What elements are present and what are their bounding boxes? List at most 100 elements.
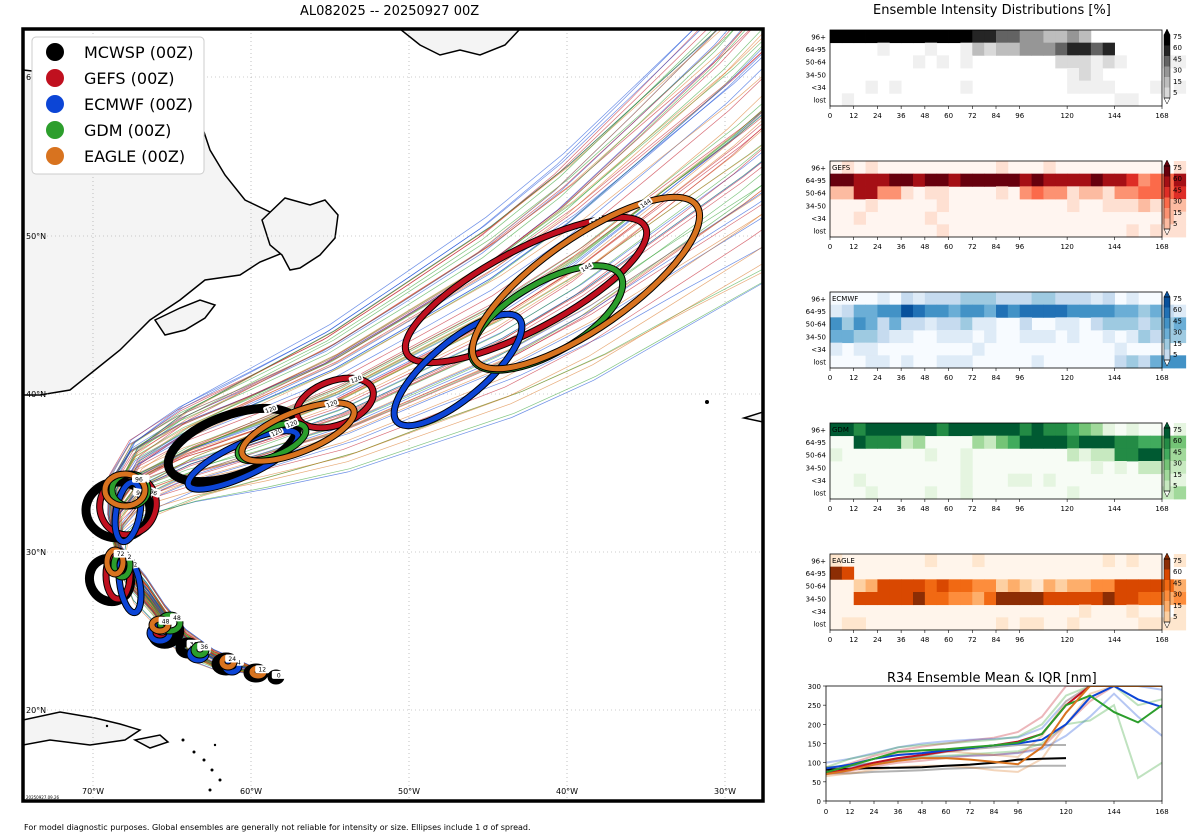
intensity-x-tick: 0	[828, 112, 832, 120]
heatmap-cell	[948, 304, 961, 318]
heatmap-cell	[1019, 292, 1032, 306]
heatmap-cell	[889, 80, 902, 94]
heatmap-cell	[1007, 42, 1021, 56]
r34-mean-line-gefs	[826, 686, 1162, 775]
heatmap-cell	[1138, 355, 1151, 369]
colorbar-step	[1164, 590, 1170, 602]
colorbar-step	[1164, 35, 1170, 46]
heatmap-cell	[1019, 579, 1032, 593]
heatmap-cell	[924, 448, 938, 462]
forecast-ellipse: 120	[238, 397, 358, 465]
heatmap-cell	[913, 435, 926, 449]
heatmap-cell	[853, 423, 866, 437]
heatmap-cell	[1067, 68, 1080, 82]
intensity-x-tick: 12	[849, 374, 858, 382]
ellipse-hour-label: 120	[270, 427, 284, 438]
heatmap-cell	[1138, 199, 1151, 213]
heatmap-cell	[901, 592, 914, 606]
ellipse-hour-label: 96	[135, 490, 144, 498]
heatmap-cell	[853, 186, 866, 200]
lon-label: 50°W	[398, 787, 420, 796]
colorbar-tick: 30	[1173, 329, 1182, 337]
colorbar-tick: 75	[1173, 557, 1182, 565]
heatmap-cell	[936, 173, 949, 187]
heatmap-cell	[1126, 304, 1139, 318]
heatmap-cell	[1043, 473, 1056, 487]
colorbar-step	[1164, 459, 1170, 471]
intensity-x-tick: 120	[1060, 374, 1073, 382]
panel-model-label: GEFS	[832, 164, 851, 172]
heatmap-cell	[996, 186, 1009, 200]
intensity-x-tick: 168	[1155, 243, 1168, 251]
colorbar-tick: 75	[1173, 295, 1182, 303]
heatmap-cell	[1043, 42, 1056, 56]
heatmap-cell	[1079, 30, 1092, 44]
r34-plot: 300 250 200 150 100 50 00 12 24 36 48 60 72 84 96 120 14…	[808, 683, 1169, 816]
colorbar-step	[1164, 218, 1170, 230]
intensity-y-label: 50-64	[806, 583, 827, 591]
heatmap-cell	[1102, 554, 1115, 568]
heatmap-cell	[889, 304, 902, 318]
heatmap-cell	[1114, 304, 1127, 318]
heatmap-cell	[1150, 304, 1163, 318]
heatmap-cell	[901, 186, 914, 200]
heatmap-cell	[936, 592, 949, 606]
heatmap-cell	[1067, 173, 1080, 187]
heatmap-cell	[1090, 55, 1104, 69]
intensity-x-tick: 60	[944, 112, 953, 120]
heatmap-cell	[996, 423, 1009, 437]
heatmap-cell	[1114, 317, 1127, 331]
heatmap-cell	[1090, 42, 1104, 56]
heatmap-cell	[1043, 435, 1056, 449]
lat-label: 30°N	[26, 548, 46, 557]
colorbar-step	[1164, 339, 1170, 350]
heatmap-cell	[1067, 199, 1080, 213]
heatmap-cell	[865, 304, 878, 318]
heatmap-cell	[1090, 80, 1104, 94]
heatmap-cell	[1173, 80, 1187, 94]
heatmap-cell	[1067, 448, 1080, 462]
r34-x-tick: 168	[1155, 808, 1168, 816]
heatmap-cell	[877, 292, 890, 306]
heatmap-cell	[1126, 604, 1139, 618]
heatmap-cell	[841, 173, 855, 187]
heatmap-cell	[1102, 55, 1115, 69]
heatmap-cell	[1067, 617, 1080, 631]
intensity-x-tick: 0	[828, 505, 832, 513]
colorbar-step	[1164, 56, 1170, 67]
heatmap-cell	[936, 199, 949, 213]
ellipse-hour-label: 120	[285, 419, 298, 430]
colorbar-tick: 60	[1173, 568, 1182, 576]
heatmap-cell	[1043, 30, 1056, 44]
heatmap-cell	[889, 186, 902, 200]
heatmap-cell	[865, 161, 878, 175]
heatmap-cell	[936, 423, 949, 437]
heatmap-cell	[972, 435, 985, 449]
colorbar-step	[1164, 87, 1170, 99]
heatmap-cell	[1067, 42, 1080, 56]
track-map[interactable]: 1201201201201201441441441449696969696727…	[0, 0, 780, 840]
heatmap-cell	[1031, 304, 1044, 318]
forecast-ellipse: 48	[148, 615, 173, 635]
heatmap-cell	[1114, 199, 1127, 213]
heatmap-cell	[889, 592, 902, 606]
heatmap-cell	[1007, 423, 1021, 437]
intensity-y-label: 50-64	[806, 452, 827, 460]
colorbar-tick: 5	[1173, 613, 1177, 621]
heatmap-cell	[1114, 55, 1127, 69]
heatmap-cell	[877, 304, 890, 318]
heatmap-cell	[1079, 448, 1092, 462]
intensity-y-label: lost	[813, 97, 826, 105]
heatmap-cell	[960, 304, 973, 318]
heatmap-cell	[1138, 304, 1151, 318]
heatmap-cell	[960, 317, 973, 331]
colorbar-step	[1164, 611, 1170, 623]
heatmap-cell	[1067, 30, 1080, 44]
heatmap-cell	[1102, 199, 1115, 213]
colorbar-tick: 30	[1173, 460, 1182, 468]
heatmap-cell	[972, 42, 985, 56]
r34-x-tick: 60	[942, 808, 951, 816]
ellipse-hour-label: 96	[148, 488, 158, 497]
heatmap-cell	[889, 330, 902, 344]
